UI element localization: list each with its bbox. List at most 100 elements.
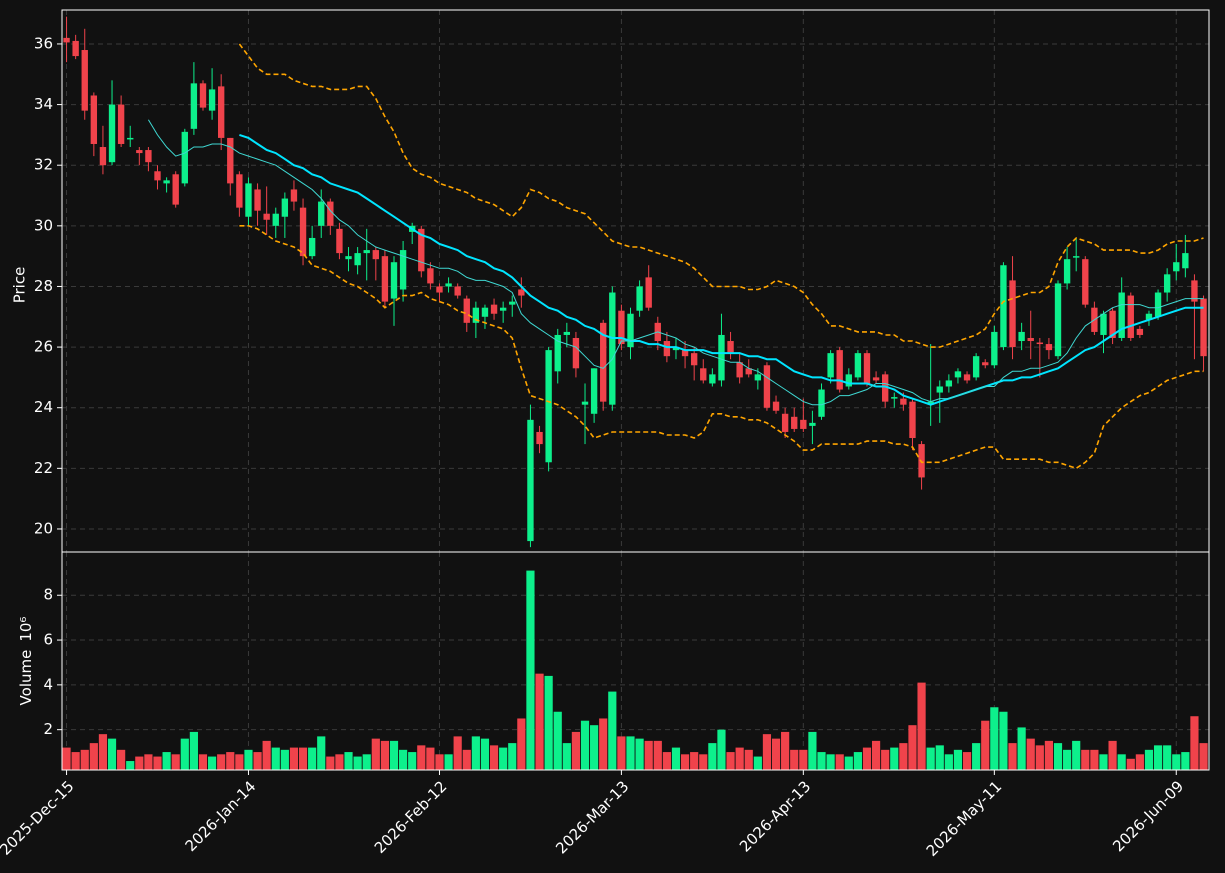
candle-body: [308, 237, 316, 257]
volume-bar: [771, 738, 781, 770]
volume-bar: [762, 734, 772, 770]
volume-bar: [253, 752, 262, 770]
candle-body: [1000, 265, 1007, 348]
band-line: [239, 225, 1204, 470]
candle-body: [72, 40, 79, 57]
volume-bar: [644, 740, 653, 770]
candle-body: [600, 322, 607, 402]
candle-body: [1100, 313, 1107, 335]
volume-bar: [799, 749, 808, 770]
volume-bar: [180, 738, 189, 770]
volume-bar: [962, 752, 972, 770]
candle-body: [1063, 259, 1071, 284]
volume-bar: [371, 738, 380, 770]
volume-bar: [871, 740, 881, 770]
y-tick-label: 32: [34, 156, 53, 174]
candle-body: [117, 104, 125, 144]
volume-axis-label: Volume 10⁶: [17, 617, 35, 706]
volume-bar: [471, 736, 480, 770]
candle-body: [245, 183, 252, 217]
candle-body: [263, 213, 270, 220]
candle-body: [1163, 274, 1171, 293]
candle-body: [63, 37, 70, 43]
candle-body: [763, 365, 771, 408]
volume-bar: [526, 570, 535, 770]
volume-bar: [162, 752, 171, 770]
volume-bar: [1199, 743, 1208, 770]
candle-body: [363, 250, 370, 254]
volume-bar: [926, 747, 935, 770]
volume-bar: [1144, 749, 1154, 770]
volume-bar: [107, 738, 117, 770]
volume-bar: [571, 731, 581, 770]
candle-body: [390, 262, 398, 299]
candle-body: [472, 307, 480, 323]
volume-bar: [280, 749, 289, 770]
candle-body: [354, 253, 361, 266]
y-tick-label: 30: [34, 216, 53, 234]
volume-bar: [135, 756, 144, 770]
volume-bar: [990, 707, 999, 770]
candle-body: [845, 374, 852, 387]
volume-bar: [935, 745, 944, 770]
volume-bar: [553, 711, 562, 770]
candle-body: [281, 198, 289, 217]
candle-body: [1127, 295, 1134, 338]
volume-bar: [662, 752, 671, 770]
y-tick-label: 20: [34, 519, 53, 537]
candle-body: [1173, 262, 1180, 272]
candle-body: [982, 362, 989, 366]
volume-bar: [590, 725, 599, 770]
candle-body: [681, 350, 689, 357]
candle-body: [227, 137, 234, 184]
volume-bar: [1081, 749, 1090, 770]
candle-body: [736, 362, 743, 378]
candle-body: [1082, 259, 1089, 305]
volume-bar: [744, 749, 753, 770]
volume-bar: [317, 736, 326, 770]
y-tick-label: 22: [34, 459, 53, 477]
candle-body: [1045, 344, 1053, 351]
volume-bar: [444, 754, 453, 770]
candle-body: [1154, 292, 1162, 317]
volume-bar: [489, 745, 499, 770]
volume-bar: [80, 749, 89, 770]
candle-body: [818, 389, 825, 417]
candle-body: [81, 50, 88, 111]
y-tick-label: 24: [34, 398, 53, 416]
moving-average-line: [147, 119, 1204, 406]
volume-bar: [808, 731, 817, 770]
candle-body: [572, 337, 580, 369]
volume-bar: [908, 725, 917, 770]
candle-body: [581, 401, 589, 405]
candle-body: [299, 207, 307, 257]
candle-body: [399, 250, 407, 290]
candle-body: [272, 213, 279, 226]
price-axis-label: Price: [11, 267, 29, 304]
volume-bar: [1044, 740, 1054, 770]
volume-bar: [617, 736, 626, 770]
volume-bar: [972, 743, 981, 770]
candle-body: [463, 298, 470, 323]
candle-body: [208, 89, 216, 111]
volume-bar: [1072, 740, 1081, 770]
volume-bar: [690, 752, 699, 770]
volume-bar: [953, 749, 963, 770]
candle-body: [163, 180, 170, 184]
volume-bar: [353, 756, 362, 770]
volume-bar: [1190, 716, 1199, 770]
volume-bar: [999, 711, 1008, 770]
candle-body: [127, 137, 134, 140]
candle-body: [863, 353, 871, 384]
candle-body: [327, 201, 334, 226]
candle-body: [1200, 298, 1207, 357]
volume-bar: [981, 720, 990, 770]
volume-bar: [189, 731, 198, 770]
candle-body: [1182, 253, 1189, 269]
volume-axis-title: Volume: [17, 650, 35, 706]
candle-body: [545, 350, 552, 463]
volume-bar: [790, 749, 799, 770]
volume-bar: [335, 754, 344, 770]
candle-body: [645, 277, 652, 308]
panel-frame: [61, 551, 1210, 771]
